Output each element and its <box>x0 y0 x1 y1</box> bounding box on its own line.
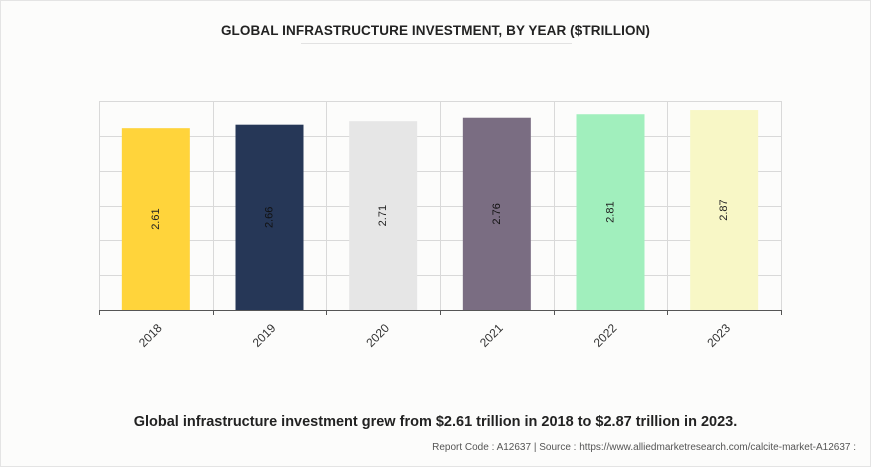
bar <box>235 124 304 310</box>
bar <box>121 128 190 310</box>
x-tick-label: 2020 <box>363 321 392 350</box>
data-label: 2.76 <box>491 203 503 224</box>
x-tick-label: 2023 <box>704 321 733 350</box>
x-tick-label: 2022 <box>591 321 620 350</box>
chart-title: GLOBAL INFRASTRUCTURE INVESTMENT, BY YEA… <box>220 23 651 38</box>
data-label: 2.81 <box>605 201 617 222</box>
bar-chart: 2.61 2.66 2.71 2.76 2.81 2.87 2018 2019 2020 2021… <box>99 101 782 350</box>
bar <box>690 110 759 310</box>
bar <box>349 121 418 310</box>
data-label: 2.61 <box>150 208 162 229</box>
x-tick-label: 2019 <box>250 321 279 350</box>
x-tick-label: 2021 <box>477 321 506 350</box>
bar <box>576 114 645 310</box>
data-label: 2.71 <box>377 205 389 226</box>
bar <box>462 117 531 310</box>
data-label: 2.66 <box>264 207 276 228</box>
title-divider <box>301 43 572 44</box>
x-tick-label: 2018 <box>136 321 165 350</box>
data-label: 2.87 <box>718 199 730 220</box>
chart-caption: Global infrastructure investment grew fr… <box>133 414 738 430</box>
source-line: Report Code : A12637 | Source : https://… <box>432 442 856 453</box>
